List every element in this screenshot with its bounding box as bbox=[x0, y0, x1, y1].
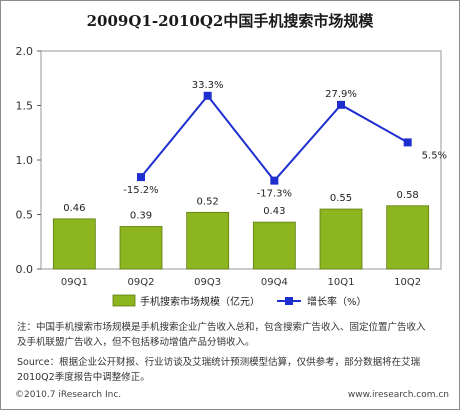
x-tick-label: 09Q3 bbox=[194, 277, 221, 288]
website-link[interactable]: www.iresearch.com.cn bbox=[347, 390, 449, 400]
bar-value-label: 0.52 bbox=[197, 196, 219, 207]
bar-value-label: 0.43 bbox=[263, 206, 285, 217]
bar bbox=[119, 226, 163, 270]
y-tick-label: 0.5 bbox=[16, 209, 34, 222]
growth-label: 27.9% bbox=[325, 89, 357, 100]
y-tick-label: 1.0 bbox=[16, 154, 34, 167]
chart-title: 2009Q1-2010Q2中国手机搜索市场规模 bbox=[86, 12, 374, 30]
growth-point bbox=[403, 138, 412, 147]
plot-area bbox=[40, 50, 442, 270]
growth-label: 5.5% bbox=[422, 150, 447, 161]
bar bbox=[252, 221, 296, 270]
chart-area: 0.0 0.5 1.0 1.5 2.0 0.46 0.39 0.52 0.43 0.55 0.58 0… bbox=[16, 45, 448, 308]
bar bbox=[319, 208, 363, 270]
bar bbox=[52, 218, 96, 270]
x-tick-label: 09Q1 bbox=[61, 277, 88, 288]
note-line-1: 注：中国手机搜索市场规模是手机搜索企业广告收入总和，包含搜索广告收入、固定位置广… bbox=[17, 322, 426, 333]
x-tick-label: 09Q4 bbox=[261, 277, 288, 288]
bar-value-label: 0.55 bbox=[330, 193, 352, 204]
bar-value-label: 0.58 bbox=[397, 190, 419, 201]
growth-label: -15.2% bbox=[123, 185, 158, 196]
source-line-1: Source：根据企业公开财报、行业访谈及艾瑞统计预测模型估算，仅供参考，部分数… bbox=[17, 357, 421, 368]
x-tick-label: 10Q2 bbox=[394, 277, 421, 288]
y-tick-label: 2.0 bbox=[16, 45, 34, 58]
growth-point bbox=[270, 176, 279, 185]
copyright-text: ©2010.7 iResearch Inc. bbox=[15, 390, 122, 400]
bar-value-label: 0.46 bbox=[63, 203, 85, 214]
y-tick-label: 0.0 bbox=[16, 263, 34, 276]
x-tick-label: 09Q2 bbox=[128, 277, 155, 288]
growth-point bbox=[203, 91, 212, 100]
legend-line-marker bbox=[285, 297, 293, 305]
growth-point bbox=[137, 173, 145, 182]
growth-point bbox=[337, 100, 345, 109]
growth-label: -17.3% bbox=[257, 189, 292, 200]
legend-bar-label: 手机搜索市场规模（亿元） bbox=[140, 295, 260, 308]
bar-value-label: 0.39 bbox=[130, 210, 152, 221]
growth-label: 33.3% bbox=[192, 80, 224, 91]
y-tick-label: 1.5 bbox=[16, 100, 34, 113]
legend-bar-swatch bbox=[112, 294, 136, 307]
note-line-2: 及手机联盟广告收入，但不包括移动增值产品分销收入。 bbox=[17, 337, 255, 348]
x-tick-label: 10Q1 bbox=[328, 277, 355, 288]
source-line-2: 2010Q2季度报告中调整修正。 bbox=[17, 372, 150, 383]
bar bbox=[186, 211, 230, 270]
legend-line-label: 增长率（%） bbox=[307, 295, 367, 308]
bar bbox=[386, 205, 430, 270]
